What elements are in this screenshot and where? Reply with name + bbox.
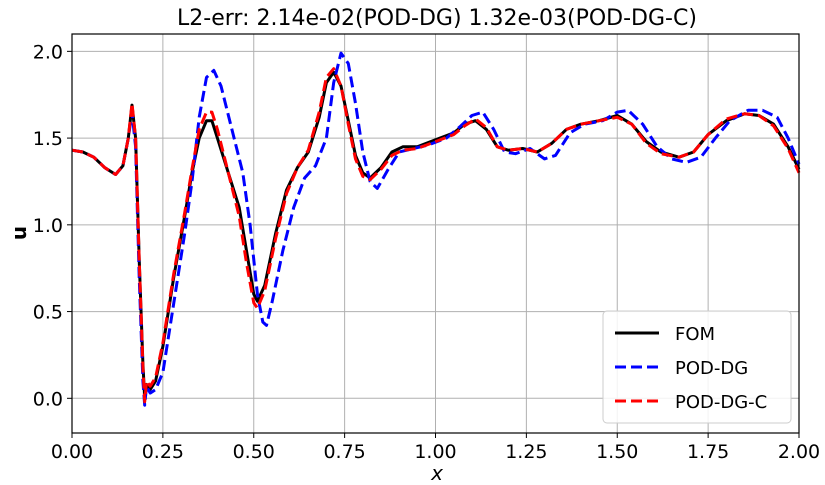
y-tick-label: 2.0 [33,41,63,63]
x-tick-label: 0.00 [51,441,93,463]
legend-label-pod-dg-c: POD-DG-C [675,392,767,413]
plot-lines [71,51,801,407]
x-tick-label: 1.50 [596,441,638,463]
x-tick-label: 1.00 [414,441,456,463]
x-tick-label: 1.75 [687,441,729,463]
legend-label-fom: FOM [675,324,715,345]
y-axis-ticks: 0.0 0.5 1.0 1.5 2.0 [33,41,72,410]
x-axis-ticks: 0.00 0.25 0.50 0.75 1.00 1.25 1.50 1.75 2.00 [51,433,820,463]
series-line-pod-dg [71,51,801,407]
x-tick-label: 0.25 [142,441,184,463]
legend: FOM POD-DG POD-DG-C [602,310,792,424]
y-tick-label: 0.5 [33,302,63,324]
x-tick-label: 0.75 [323,441,365,463]
legend-box [602,310,792,424]
y-tick-label: 1.5 [33,128,63,150]
legend-label-pod-dg: POD-DG [675,358,748,379]
y-tick-label: 0.0 [33,388,63,410]
series-line-pod-dg-c [71,67,801,404]
x-tick-label: 1.25 [505,441,547,463]
x-axis-label: x [430,461,443,485]
chart-title: L2-err: 2.14e-02(POD-DG) 1.32e-03(POD-DG… [177,6,697,31]
y-axis-label: u [7,226,31,240]
y-tick-label: 1.0 [33,215,63,237]
x-tick-label: 2.00 [778,441,820,463]
x-tick-label: 0.50 [233,441,275,463]
